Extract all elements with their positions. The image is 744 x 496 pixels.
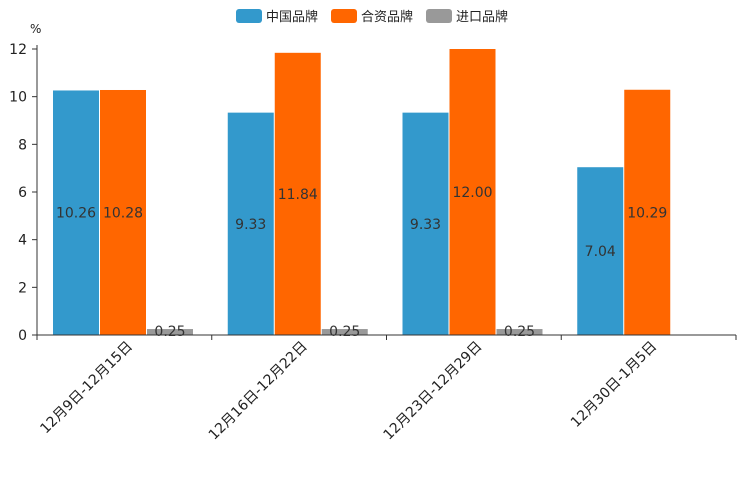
value-label-series-2-category-2: 11.84 xyxy=(278,187,318,203)
legend-label-3: 进口品牌 xyxy=(456,9,508,25)
bars xyxy=(53,49,671,336)
y-tick-label: 0 xyxy=(18,328,27,344)
value-label-series-1-category-2: 9.33 xyxy=(235,217,266,233)
legend-swatch-1 xyxy=(236,9,262,23)
legend-label-2: 合资品牌 xyxy=(361,9,413,25)
value-label-series-3-category-3: 0.25 xyxy=(504,324,535,340)
y-tick-label: 10 xyxy=(9,90,27,106)
bar-series-2-category-4 xyxy=(624,89,671,335)
legend: 中国品牌 合资品牌 进口品牌 xyxy=(236,9,508,25)
y-axis: 0 2 4 6 8 10 12 xyxy=(9,42,38,344)
value-label-series-1-category-3: 9.33 xyxy=(410,217,441,233)
bar-series-1-category-1 xyxy=(53,90,99,335)
value-label-series-1-category-4: 7.04 xyxy=(585,244,616,260)
x-category-label: 12月23日-12月29日 xyxy=(381,339,486,444)
x-category-label: 12月30日-1月5日 xyxy=(568,339,660,431)
bar-series-1-category-2 xyxy=(227,112,274,335)
value-label-series-2-category-3: 12.00 xyxy=(452,185,492,201)
y-tick-label: 2 xyxy=(18,280,27,296)
value-label-series-1-category-1: 10.26 xyxy=(56,206,96,222)
bar-series-3-category-3 xyxy=(496,329,543,335)
y-tick-label: 4 xyxy=(18,233,27,249)
x-category-label: 12月16日-12月22日 xyxy=(206,339,311,444)
x-category-label: 12月9日-12月15日 xyxy=(37,339,136,438)
bar-series-1-category-3 xyxy=(402,112,449,335)
value-labels: 10.26 10.28 0.25 9.33 11.84 0.25 9.33 12.00 0.25… xyxy=(56,185,667,340)
bar-series-3-category-2 xyxy=(321,329,368,335)
bar-series-1-category-4 xyxy=(577,167,624,335)
bar-series-2-category-1 xyxy=(100,89,146,335)
legend-label-1: 中国品牌 xyxy=(266,9,318,25)
legend-swatch-3 xyxy=(426,9,452,23)
y-tick-label: 8 xyxy=(18,137,27,153)
y-tick-label: 12 xyxy=(9,42,27,58)
y-axis-unit-label: % xyxy=(30,22,41,36)
value-label-series-2-category-4: 10.29 xyxy=(627,205,667,221)
value-label-series-3-category-1: 0.25 xyxy=(154,324,185,340)
value-label-series-2-category-1: 10.28 xyxy=(103,205,143,221)
x-axis: 12月9日-12月15日 12月16日-12月22日 12月23日-12月29日 12… xyxy=(36,334,737,444)
y-tick-label: 6 xyxy=(18,185,27,201)
value-label-series-3-category-2: 0.25 xyxy=(329,324,360,340)
bar-series-2-category-3 xyxy=(449,49,496,335)
bar-series-3-category-1 xyxy=(147,329,193,335)
bar-series-2-category-2 xyxy=(274,52,321,336)
legend-swatch-2 xyxy=(331,9,357,23)
